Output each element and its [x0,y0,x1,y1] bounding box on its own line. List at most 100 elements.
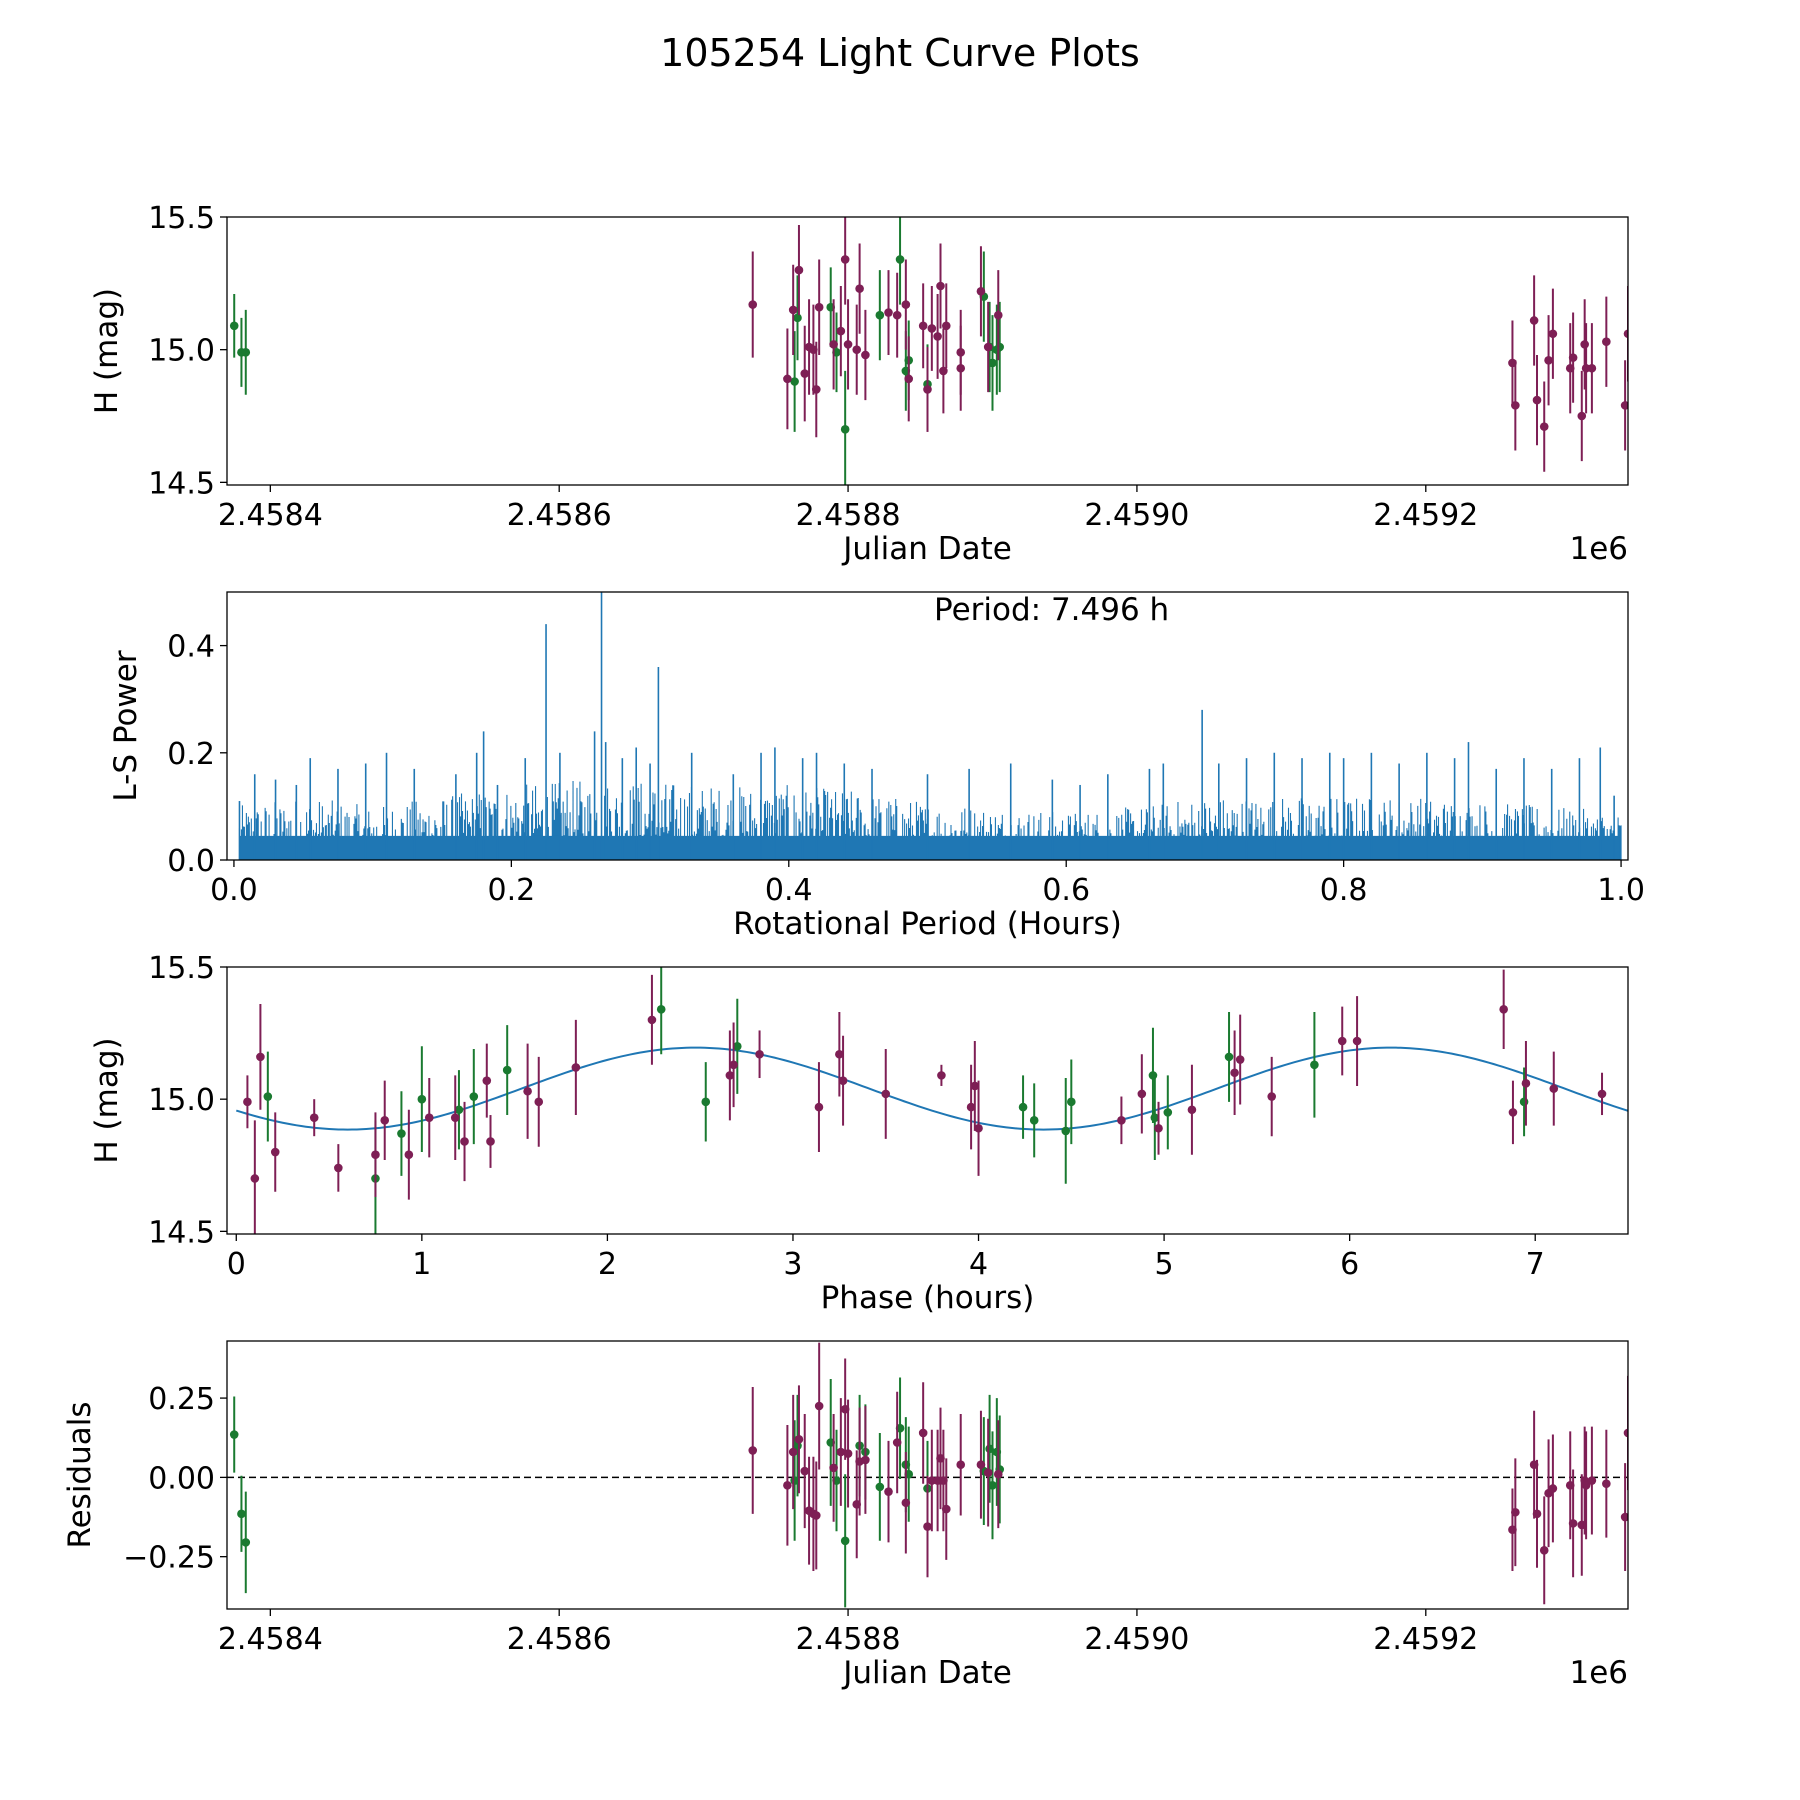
data-point [1539,422,1549,431]
x-tick-label: 4 [969,1247,988,1282]
data-point [892,1438,902,1447]
data-point [1018,1102,1028,1112]
data-point [918,321,928,331]
data-point [454,1105,464,1115]
data-point [656,1004,666,1014]
data-point [995,342,1005,352]
data-point [1224,1052,1234,1062]
data-point [404,1150,414,1159]
data-point [892,310,902,320]
x-tick-label: 0.2 [488,873,536,908]
data-point [836,326,846,336]
x-tick-label: 0.0 [210,873,258,908]
x-tick-label: 0.4 [765,873,813,908]
data-point [309,1113,319,1122]
data-point [956,363,966,373]
data-point [270,1147,280,1157]
data-point [469,1092,479,1101]
data-point [729,1060,738,1070]
data-point [983,1468,993,1477]
x-axis-label: Julian Date [841,531,1012,567]
data-point [793,313,802,323]
data-point [486,1137,495,1146]
data-point [1544,355,1553,365]
y-tick-label: 15.0 [148,334,215,369]
data-point [523,1086,532,1096]
y-tick-label: 0.00 [148,1461,215,1496]
data-point [1508,1108,1518,1117]
power-spectrum-floor [239,835,1620,860]
data-point [1577,411,1587,421]
data-point [380,1116,390,1125]
data-point [843,1449,853,1458]
x-tick-label: 2.4590 [1084,498,1189,533]
data-point [937,1071,946,1080]
data-point [788,1447,798,1457]
data-point [814,1401,824,1411]
data-point [918,1428,928,1438]
data-point [904,374,914,384]
x-tick-label: 6 [1340,1247,1359,1282]
data-point [783,1481,792,1490]
data-point [1061,1126,1071,1136]
data-point [983,342,993,352]
data-point [843,340,853,349]
data-point [829,1463,838,1473]
data-point [901,1498,911,1508]
data-point [1337,1036,1347,1046]
data-point [1150,1113,1160,1122]
data-point [993,310,1003,320]
data-point [814,302,824,312]
data-point [927,324,937,333]
x-axis-label: Rotational Period (Hours) [733,906,1122,942]
data-point [748,300,758,309]
data-point [1148,1071,1158,1080]
data-point [701,1097,711,1107]
data-point [417,1094,427,1104]
figure-title: 105254 Light Curve Plots [660,31,1140,75]
data-point [334,1163,343,1173]
data-point [1532,1509,1542,1519]
data-point [1539,1546,1549,1555]
data-point [755,1049,764,1059]
data-point [838,1076,848,1085]
data-point [263,1092,273,1101]
x-axis-label: Phase (hours) [821,1280,1035,1316]
data-point [1597,1089,1607,1099]
data-point [1581,1481,1591,1490]
y-tick-label: 0.4 [167,630,215,665]
data-point [800,1466,810,1476]
data-point [647,1015,657,1025]
data-point [829,340,838,349]
data-point [974,1123,983,1133]
y-tick-label: 0.25 [148,1382,215,1417]
data-point [1568,1519,1578,1528]
data-point [794,1435,804,1444]
plot-frame [226,1340,1629,1610]
y-tick-label: −0.25 [123,1541,215,1576]
x-tick-label: 3 [783,1247,802,1282]
data-point [1587,363,1597,373]
x-axis-label: Julian Date [841,1655,1012,1691]
data-point [397,1129,406,1138]
data-point [1549,1084,1559,1093]
data-point [884,1487,893,1496]
data-point [1137,1089,1147,1099]
data-point [1623,329,1628,339]
data-point [1602,337,1611,347]
data-point [725,1071,735,1080]
data-point [881,1089,891,1099]
period-annotation: Period: 7.496 h [934,592,1169,628]
data-point [1548,329,1558,339]
data-point [371,1150,380,1159]
y-tick-label: 15.5 [148,951,215,986]
data-point [1521,1079,1531,1088]
data-point [450,1113,460,1122]
data-point [424,1113,434,1122]
y-tick-label: 0.2 [167,737,215,772]
axis-offset-label: 1e6 [1569,531,1628,567]
data-point [460,1137,469,1146]
data-point [939,366,948,376]
